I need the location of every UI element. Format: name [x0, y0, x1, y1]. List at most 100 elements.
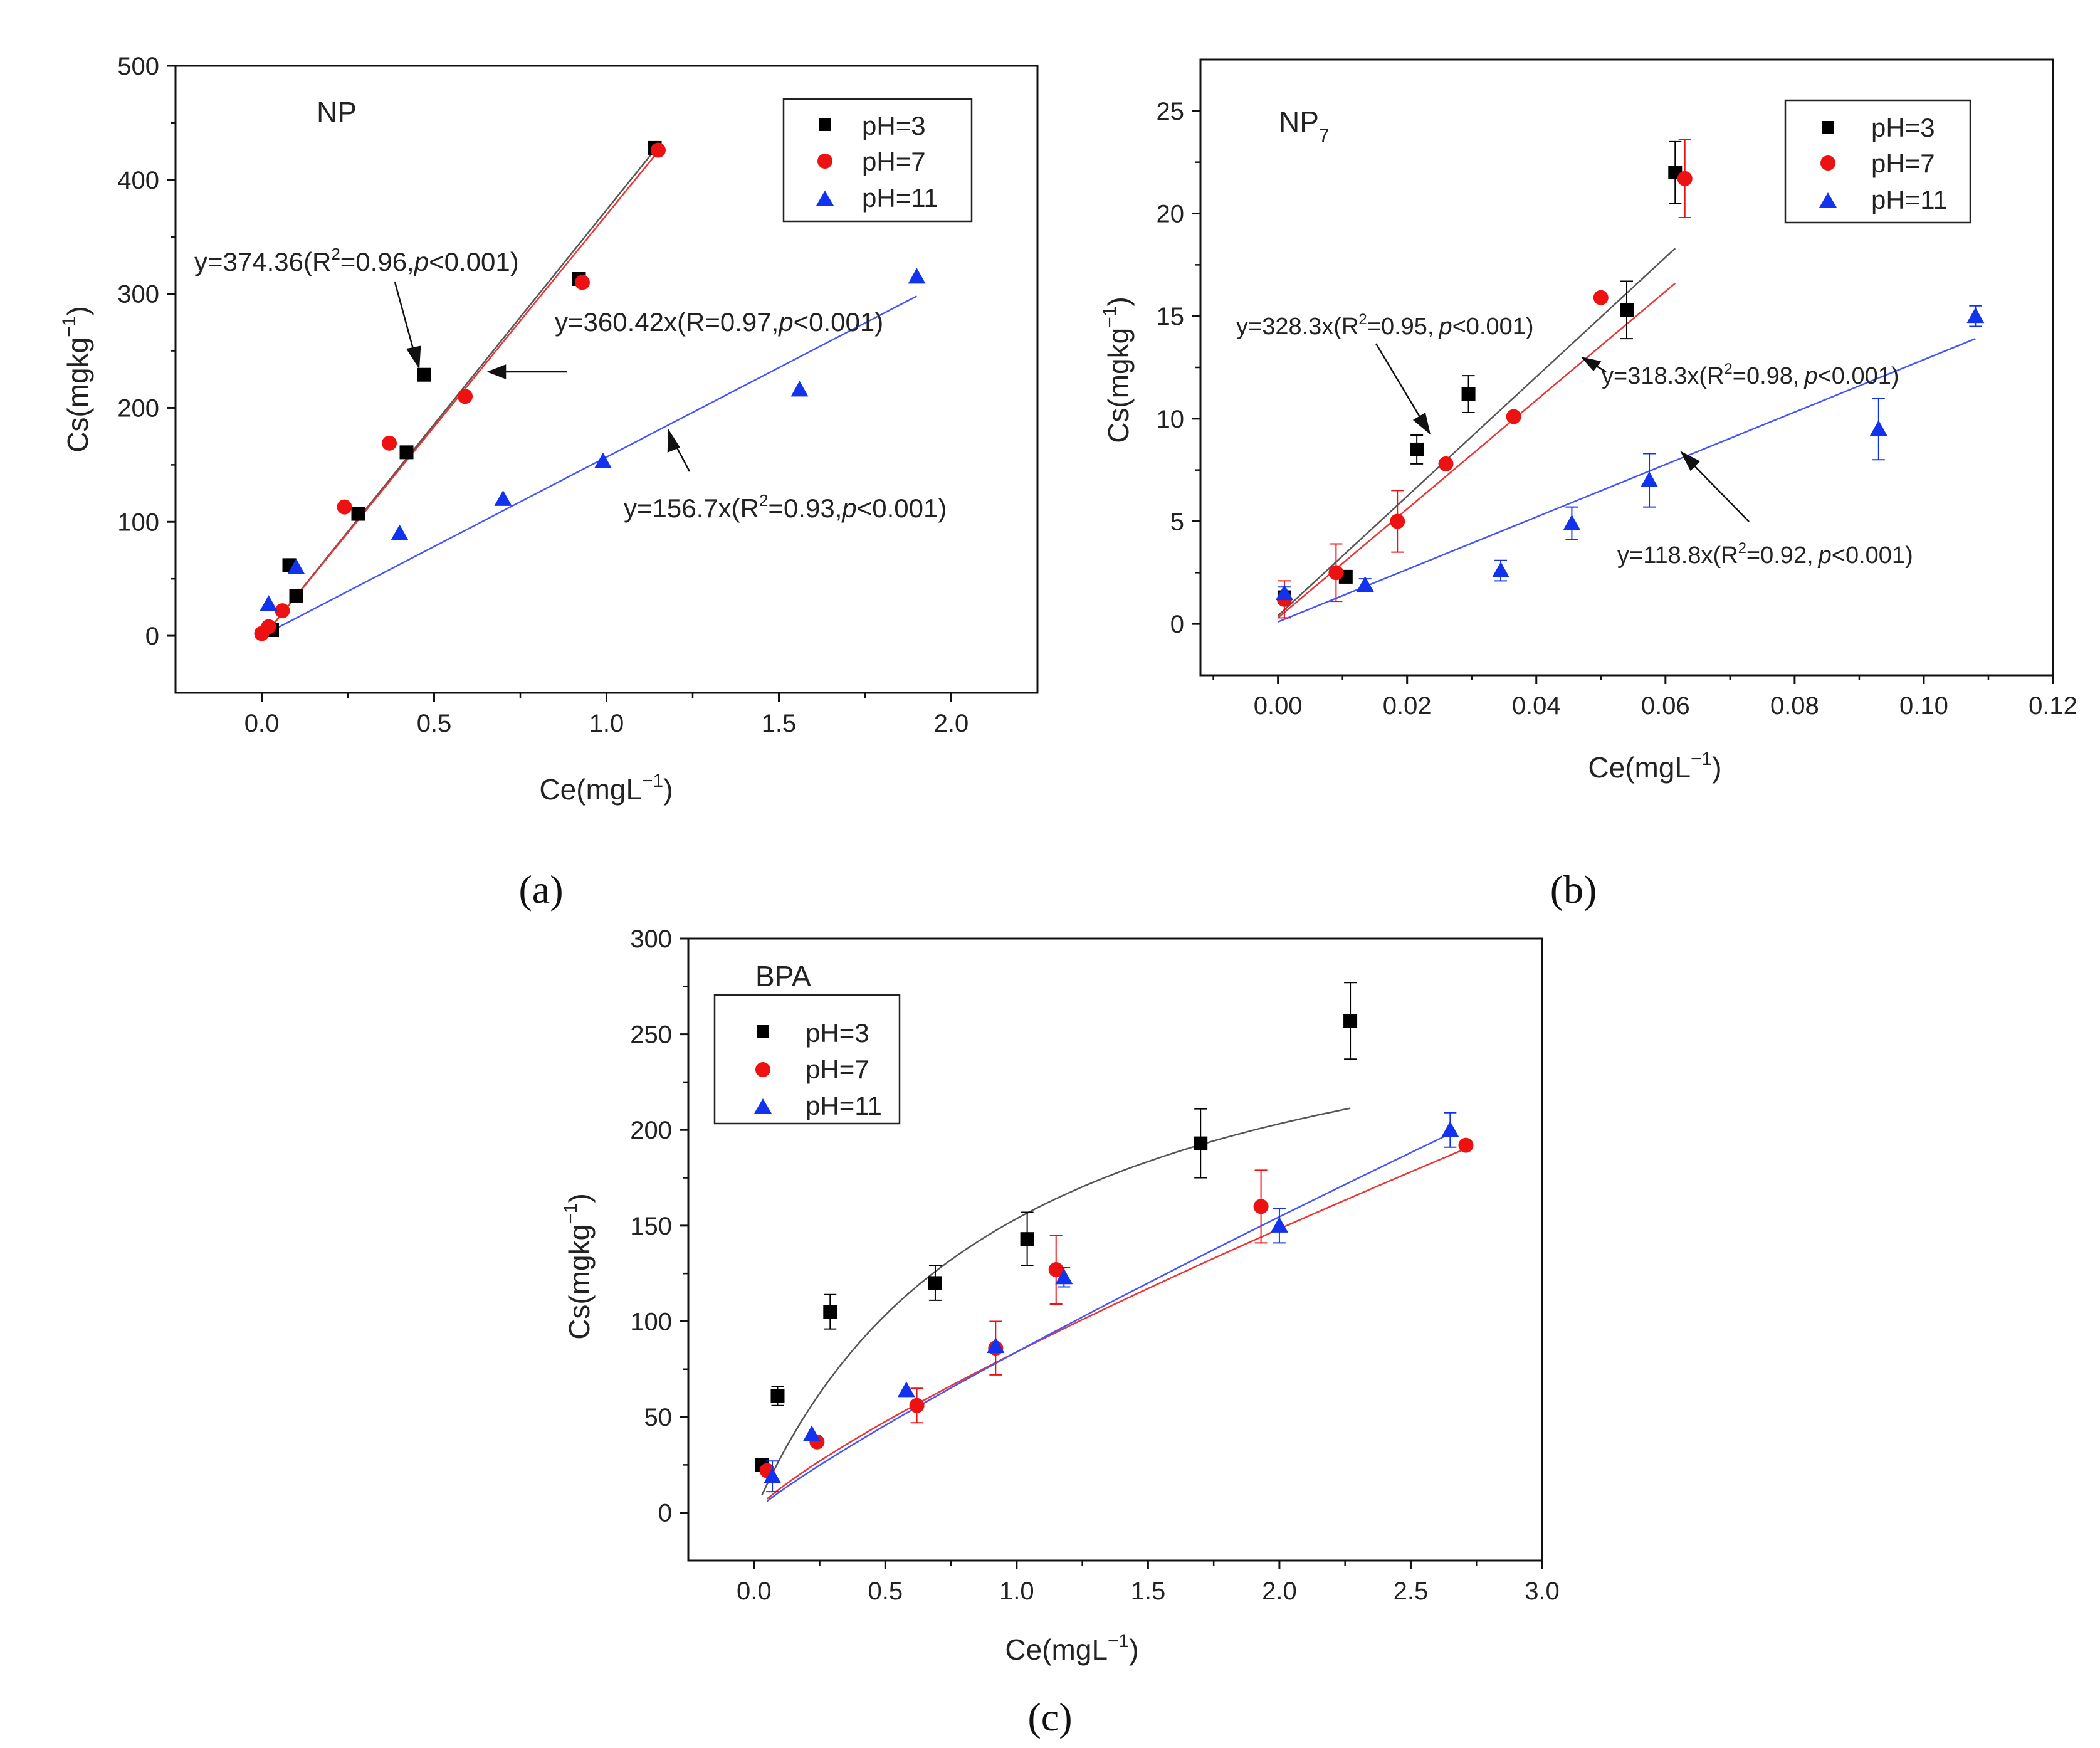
- y-tick-label-c-5: 250: [630, 1021, 672, 1049]
- annotation-eq-ph11-b-pre: y=118.8x(R: [1617, 542, 1738, 569]
- x-tick-label-c-3: 1.5: [1131, 1577, 1166, 1605]
- arrow-head-ph7-a: [486, 364, 507, 379]
- y-tick-label-c-2: 100: [630, 1308, 672, 1335]
- annotation-eq-ph7-a: y=360.42x(R=0.97,p<0.001): [555, 307, 883, 337]
- point-ph11-a-1: [287, 559, 305, 574]
- annotation-eq-ph3-a-post: <0.001): [429, 247, 519, 276]
- annotation-eq-ph3-b: y=328.3x(R2=0.95, p<0.001): [1236, 311, 1534, 340]
- x-tick-label-c-5: 2.5: [1394, 1577, 1429, 1605]
- point-ph3-c-5: [1194, 1136, 1208, 1150]
- point-ph11-b-5: [1869, 420, 1887, 436]
- annotation-eq-ph7-a-pre: y=360.42x(R: [555, 307, 705, 337]
- point-ph3-a-5: [417, 367, 431, 382]
- y-tick-label-a-2: 200: [117, 394, 159, 422]
- legend-b: pH=3 pH=7 pH=11: [1784, 99, 1971, 224]
- x-tick-label-b-5: 0.10: [1899, 692, 1948, 720]
- point-ph3-a-2: [289, 589, 303, 603]
- x-tick-label-b-6: 0.12: [2029, 692, 2077, 720]
- panel-a: 0.0 0.5 1.0 1.5 2.0 0 100 200 300 400 500 NP Ce(mg…: [59, 53, 1039, 912]
- arrow-head-ph3-a: [406, 345, 421, 369]
- point-ph11-a-3: [494, 490, 512, 506]
- point-ph11-c-5: [1270, 1216, 1288, 1233]
- data-markers-b: [1275, 139, 1985, 619]
- fit-line-ph7-b: [1277, 282, 1676, 619]
- annotation-eq-ph3-a: y=374.36(R2=0.96,p<0.001): [194, 245, 519, 276]
- y-axis-label-a-sup: −1: [59, 316, 80, 337]
- chart-title-b-main: NP: [1279, 105, 1319, 138]
- y-tick-label-b-5: 25: [1157, 98, 1185, 125]
- arrow-head-ph11-a: [667, 428, 680, 453]
- annotation-eq-ph11-a-ital: p: [841, 493, 856, 523]
- annotation-eq-ph7-b-ital: p: [1803, 363, 1817, 389]
- x-tick-label-a-2: 1.0: [589, 710, 624, 737]
- point-ph11-a-4: [594, 452, 612, 468]
- x-tick-label-c-2: 1.0: [999, 1577, 1034, 1605]
- x-axis-label-c-main: Ce(mgL: [1005, 1633, 1108, 1666]
- fit-line-ph11-a: [268, 295, 918, 633]
- point-ph3-b-4: [1620, 303, 1634, 317]
- y-axis-label-b-main: Cs(mgkg: [1102, 328, 1135, 443]
- point-ph11-b-4: [1641, 471, 1659, 488]
- point-ph3-c-3: [928, 1276, 942, 1290]
- legend-c: pH=3 pH=7 pH=11: [713, 994, 901, 1125]
- point-ph7-b-3: [1438, 456, 1454, 471]
- y-axis-label-c-main: Cs(mgkg: [563, 1224, 596, 1340]
- arrow-line-ph3-a: [394, 282, 415, 352]
- y-tick-label-a-3: 300: [117, 281, 159, 308]
- y-tick-label-c-0: 0: [658, 1500, 672, 1527]
- legend-box-c: [713, 994, 901, 1125]
- annotation-eq-ph7-a-mid: =0.97,: [705, 307, 779, 337]
- axis-ticks-b: 0.00 0.02 0.04 0.06 0.08 0.10 0.12 0 5 10 15 20 25: [1157, 98, 2077, 720]
- point-ph7-b-4: [1506, 409, 1521, 424]
- point-ph7-a-3: [337, 499, 352, 515]
- y-axis-label-a-end: ): [61, 306, 94, 315]
- legend-marker-ph7-b: [1820, 155, 1835, 171]
- y-axis-label-c-sup: −1: [560, 1203, 581, 1224]
- point-ph11-a-5: [790, 381, 809, 397]
- legend-label-ph3-c: pH=3: [806, 1018, 869, 1048]
- point-ph11-b-2: [1492, 562, 1510, 578]
- y-tick-label-c-3: 150: [630, 1213, 672, 1240]
- legend-marker-ph3-b: [1822, 121, 1834, 134]
- legend-label-ph11-c: pH=11: [806, 1091, 882, 1120]
- x-axis-label-c: Ce(mgL−1): [1005, 1631, 1138, 1666]
- legend-label-ph7-a: pH=7: [862, 147, 926, 176]
- fit-curve-ph7-c: [766, 1147, 1466, 1500]
- x-axis-label-c-sup: −1: [1108, 1631, 1129, 1651]
- point-ph3-a-3: [351, 507, 365, 521]
- point-ph3-c-2: [823, 1305, 837, 1319]
- y-tick-label-a-1: 100: [117, 508, 159, 536]
- y-tick-label-c-6: 300: [630, 925, 672, 953]
- x-tick-label-c-6: 3.0: [1525, 1577, 1560, 1605]
- point-ph11-c-3: [987, 1337, 1005, 1354]
- annotation-eq-ph11-b-post: <0.001): [1832, 542, 1913, 569]
- point-ph7-a-5: [458, 389, 473, 404]
- panel-caption-b: (b): [1550, 867, 1597, 912]
- y-tick-label-a-5: 500: [117, 53, 159, 80]
- arrow-head-ph7-b: [1580, 356, 1602, 371]
- legend-marker-ph11-a: [816, 191, 834, 206]
- point-ph11-c-0: [764, 1467, 782, 1483]
- legend-label-ph3-b: pH=3: [1871, 113, 1935, 142]
- point-ph3-b-2: [1410, 442, 1424, 456]
- annotation-eq-ph11-b-ital: p: [1818, 542, 1832, 569]
- legend-a: pH=3 pH=7 pH=11: [782, 98, 973, 223]
- point-ph7-a-2: [275, 603, 290, 619]
- point-ph7-b-2: [1390, 513, 1405, 529]
- annotation-eq-ph11-a-mid: =0.93,: [768, 493, 842, 523]
- point-ph11-c-4: [1055, 1268, 1073, 1285]
- point-ph7-a-1: [261, 619, 276, 634]
- point-ph7-a-4: [382, 435, 397, 451]
- x-tick-label-a-1: 0.5: [417, 710, 452, 737]
- point-ph3-b-3: [1461, 387, 1476, 401]
- point-ph11-c-1: [802, 1425, 821, 1441]
- data-markers-c: [755, 982, 1474, 1493]
- annotation-eq-ph3-b-ital: p: [1438, 313, 1452, 340]
- x-tick-label-a-0: 0.0: [244, 710, 280, 737]
- arrow-line-ph3-b: [1375, 343, 1421, 418]
- y-axis-label-a: Cs(mgkg−1): [59, 306, 94, 453]
- point-ph3-c-1: [770, 1389, 785, 1403]
- y-axis-label-b-end: ): [1102, 297, 1135, 306]
- legend-marker-ph3-a: [819, 118, 831, 131]
- x-axis-label-b-sup: −1: [1691, 749, 1712, 769]
